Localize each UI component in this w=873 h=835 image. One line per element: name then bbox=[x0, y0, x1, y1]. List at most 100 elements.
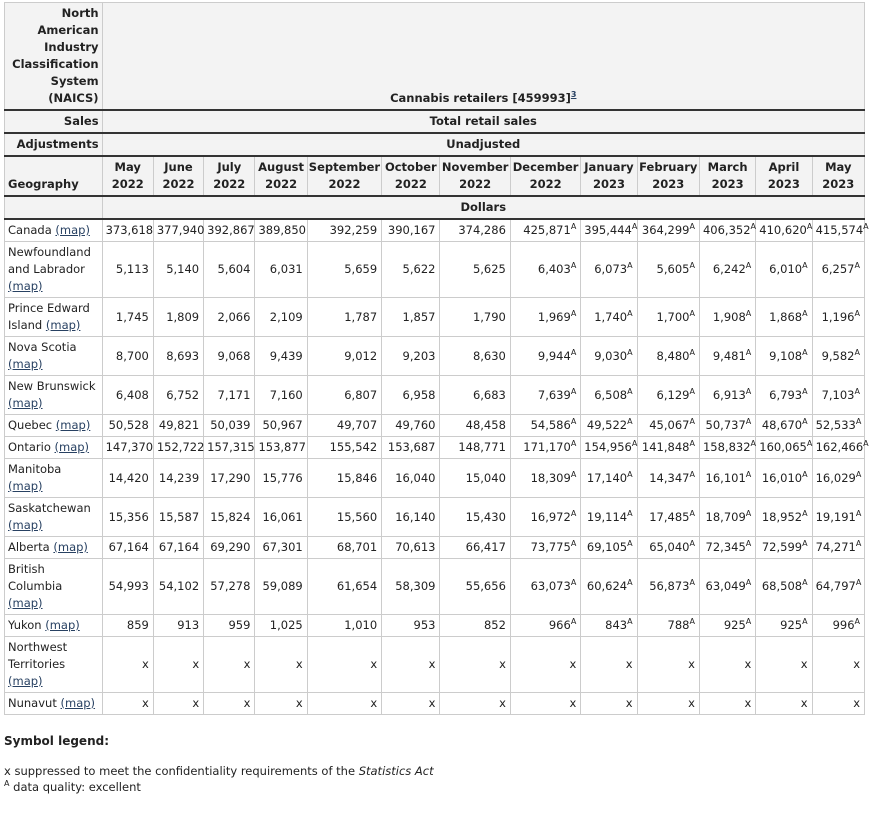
value: 8,693 bbox=[166, 348, 200, 363]
map-link[interactable]: (map) bbox=[60, 696, 96, 710]
map-link[interactable]: (map) bbox=[45, 618, 80, 632]
quality-flag: A bbox=[627, 617, 633, 627]
column-header: November 2022 bbox=[439, 155, 511, 197]
map-link[interactable]: (map) bbox=[54, 440, 90, 454]
quality-flag: A bbox=[802, 261, 808, 271]
value: 6,752 bbox=[166, 387, 200, 402]
data-cell: 6,242A bbox=[698, 241, 757, 298]
map-link[interactable]: (map) bbox=[8, 674, 43, 688]
table-row: British Columbia (map) 54,993 54,102 57,278… bbox=[4, 558, 866, 615]
data-cell: 6,031 bbox=[254, 241, 308, 298]
map-link[interactable]: (map) bbox=[45, 318, 81, 332]
data-cell: 152,722 bbox=[152, 436, 205, 459]
map-link[interactable]: (map) bbox=[55, 223, 90, 237]
value: 5,659 bbox=[344, 262, 378, 276]
quality-flag: A bbox=[802, 617, 808, 627]
quality-flag: A bbox=[689, 439, 695, 449]
map-link[interactable]: (map) bbox=[8, 396, 43, 410]
quality-flag: A bbox=[631, 222, 638, 232]
data-cell: 67,164 bbox=[101, 536, 154, 559]
data-cell: x bbox=[755, 636, 813, 693]
data-cell: 859 bbox=[101, 614, 154, 637]
footnote-link[interactable]: 3 bbox=[571, 90, 577, 99]
quality-flag: A bbox=[745, 578, 752, 588]
legend-title: Symbol legend: bbox=[4, 734, 110, 748]
month: January bbox=[584, 160, 634, 174]
year: 2022 bbox=[162, 177, 195, 191]
value: x bbox=[243, 696, 251, 710]
data-cell: 49,760 bbox=[381, 414, 441, 437]
value: 7,171 bbox=[217, 387, 251, 402]
map-link[interactable]: (map) bbox=[8, 596, 43, 610]
value: 48,458 bbox=[465, 418, 506, 432]
value: 45,067 bbox=[649, 418, 690, 432]
data-cell: 6,257A bbox=[811, 241, 866, 298]
value: 6,010 bbox=[769, 262, 803, 276]
month: March bbox=[707, 160, 748, 174]
data-cell: 6,958 bbox=[381, 375, 441, 415]
year: 2022 bbox=[459, 177, 492, 191]
map-link[interactable]: (map) bbox=[55, 418, 91, 432]
data-cell: 5,659 bbox=[306, 241, 383, 298]
value: 5,622 bbox=[402, 262, 436, 276]
geography: Northwest Territories (map) bbox=[4, 636, 103, 693]
map-link[interactable]: (map) bbox=[8, 279, 43, 293]
quality-flag: A bbox=[570, 539, 577, 549]
quality-flag: A bbox=[855, 539, 862, 549]
value: x bbox=[192, 696, 200, 710]
quality-flag: A bbox=[745, 508, 752, 518]
value: 1,868 bbox=[769, 309, 803, 324]
data-cell: 8,693 bbox=[152, 336, 205, 376]
data-cell: 6,073A bbox=[580, 241, 638, 298]
map-link[interactable]: (map) bbox=[8, 518, 43, 532]
month: May bbox=[114, 160, 141, 174]
data-cell: 16,010A bbox=[755, 458, 813, 498]
value: 389,850 bbox=[258, 223, 306, 237]
value: 141,848 bbox=[641, 440, 690, 454]
year: 2022 bbox=[529, 177, 562, 191]
quality-flag: A bbox=[627, 508, 633, 518]
data-cell: 153,877 bbox=[254, 436, 308, 459]
value: x bbox=[688, 657, 695, 671]
value: x bbox=[428, 657, 436, 671]
value: x bbox=[800, 696, 808, 710]
data-cell: 9,068 bbox=[203, 336, 256, 376]
geography-name: New Brunswick bbox=[8, 379, 96, 393]
quality-flag: A bbox=[631, 439, 638, 449]
footnote-ref[interactable]: 3 bbox=[570, 90, 577, 100]
value: 18,709 bbox=[705, 509, 746, 524]
table-row: Northwest Territories (map) x x x x x x x x x x x x x bbox=[4, 636, 866, 693]
value: 55,656 bbox=[465, 579, 506, 593]
column-header: December 2022 bbox=[509, 155, 582, 197]
value: x bbox=[142, 696, 149, 710]
year: 2022 bbox=[328, 177, 361, 191]
value: x bbox=[569, 657, 577, 671]
data-cell: 171,170A bbox=[509, 436, 582, 459]
year: 2022 bbox=[394, 177, 427, 191]
data-cell: x bbox=[698, 692, 757, 715]
value: 68,508 bbox=[761, 579, 803, 593]
value: 152,722 bbox=[156, 440, 205, 454]
geography-name: Nunavut bbox=[8, 696, 57, 710]
legend-text: suppressed to meet the confidentiality r… bbox=[14, 764, 356, 778]
value: 16,010 bbox=[761, 470, 803, 485]
quality-flag: A bbox=[570, 469, 577, 479]
data-cell: x bbox=[203, 636, 256, 693]
data-cell: 155,542 bbox=[306, 436, 383, 459]
value: 425,871 bbox=[523, 223, 571, 237]
data-cell: x bbox=[203, 692, 256, 715]
value: 788 bbox=[667, 618, 690, 632]
value: 392,867 bbox=[207, 223, 255, 237]
value: 15,776 bbox=[262, 470, 303, 485]
quality-flag: A bbox=[745, 386, 752, 396]
data-cell: 15,846 bbox=[306, 458, 383, 498]
value: 147,370 bbox=[105, 440, 154, 454]
data-cell: 17,290 bbox=[203, 458, 256, 498]
map-link[interactable]: (map) bbox=[53, 540, 88, 554]
column-header: May 2023 bbox=[811, 155, 866, 197]
value: x bbox=[499, 696, 506, 710]
data-cell: 1,740A bbox=[580, 297, 638, 337]
map-link[interactable]: (map) bbox=[8, 357, 43, 371]
map-link[interactable]: (map) bbox=[8, 479, 43, 493]
table-row: Canada (map) 373,618 377,940 392,867 389,850… bbox=[4, 218, 869, 242]
